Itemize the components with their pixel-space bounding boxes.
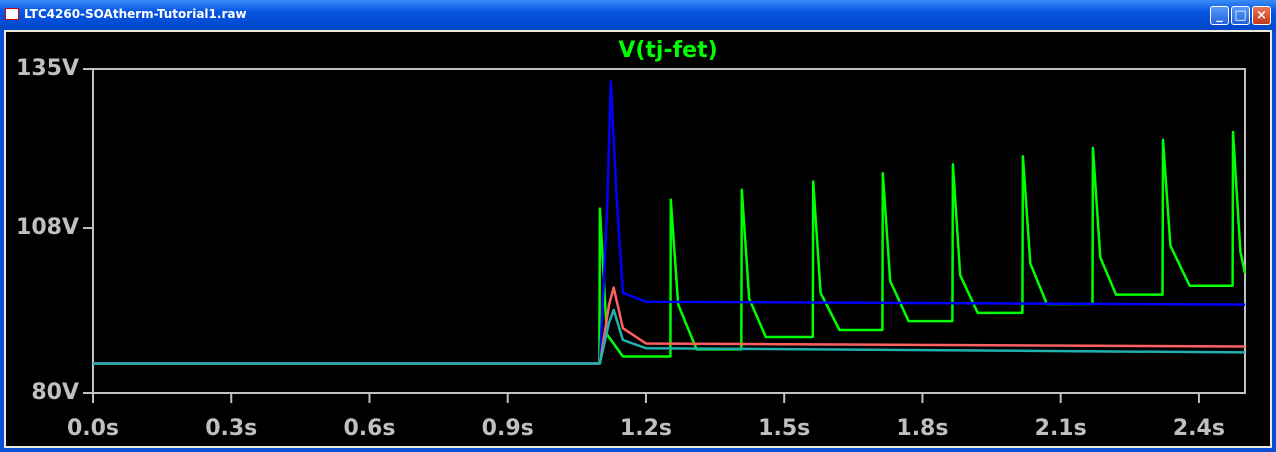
plot-pane	[4, 30, 1272, 448]
x-tick-label: 0.0s	[67, 416, 119, 441]
window-title: LTC4260-SOAtherm-Tutorial1.raw	[24, 7, 247, 21]
x-tick-label: 1.5s	[758, 416, 810, 441]
minimize-button[interactable]: _	[1210, 6, 1229, 25]
x-tick-label: 1.2s	[620, 416, 672, 441]
chart-title: V(tj-fet)	[618, 38, 717, 63]
close-button[interactable]: ×	[1252, 6, 1271, 25]
y-tick-label: 135V	[16, 56, 79, 81]
x-tick-label: 2.4s	[1173, 416, 1225, 441]
x-tick-label: 0.3s	[205, 416, 257, 441]
x-tick-label: 1.8s	[896, 416, 948, 441]
x-tick-label: 2.1s	[1035, 416, 1087, 441]
series-line	[93, 308, 1246, 365]
y-tick-label: 80V	[31, 380, 79, 405]
maximize-button[interactable]: □	[1231, 6, 1250, 25]
x-tick-label: 0.9s	[482, 416, 534, 441]
y-tick-label: 108V	[16, 215, 79, 240]
plot-frame	[92, 68, 1246, 394]
app-icon	[5, 8, 19, 20]
series-line	[93, 130, 1247, 365]
x-tick-label: 0.6s	[343, 416, 395, 441]
series-line	[93, 80, 1246, 365]
title-bar: LTC4260-SOAtherm-Tutorial1.raw _ □ ×	[0, 0, 1276, 30]
